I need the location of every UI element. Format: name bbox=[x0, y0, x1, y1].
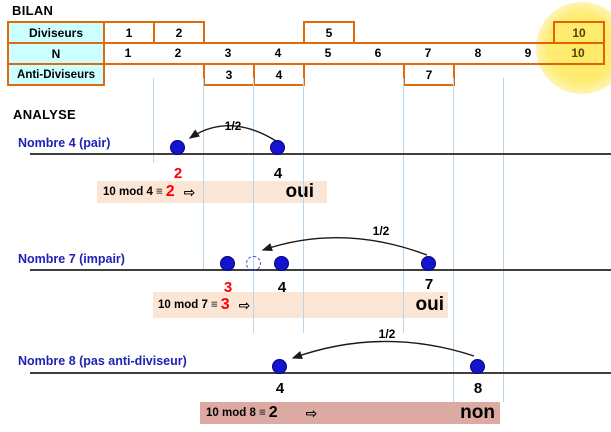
point-label: 2 bbox=[173, 165, 183, 182]
bilan-title: BILAN bbox=[12, 3, 54, 18]
point-label: 4 bbox=[273, 165, 283, 182]
number-line bbox=[30, 153, 611, 155]
n-cell: 6 bbox=[374, 46, 382, 60]
analyse-row-label: Nombre 4 (pair) bbox=[18, 136, 111, 150]
guide-line bbox=[203, 78, 204, 271]
bilan-row-label-anti-diviseurs: Anti-Diviseurs bbox=[7, 63, 105, 86]
analyse-title: ANALYSE bbox=[13, 107, 77, 122]
divisor-cell: 2 bbox=[153, 21, 205, 44]
formula-result: 2 bbox=[268, 404, 278, 421]
n-cell: 5 bbox=[324, 46, 332, 60]
arc-label: 1/2 bbox=[224, 119, 242, 133]
half-position-dashed-circle bbox=[246, 256, 261, 271]
divisor-cell: 1 bbox=[103, 21, 155, 44]
half-arc bbox=[291, 340, 475, 359]
bilan-row-label-diviseurs: Diviseurs bbox=[7, 21, 105, 44]
n-cell: 1 bbox=[124, 46, 132, 60]
formula-text: 10 mod 8 ≡ bbox=[206, 407, 266, 419]
anti-divisor-cell: 7 bbox=[403, 63, 455, 86]
divisor-cell-highlighted: 10 bbox=[553, 21, 605, 44]
formula-result: 3 bbox=[220, 296, 230, 313]
divisor-cell: 5 bbox=[303, 21, 355, 44]
point-label: 4 bbox=[275, 380, 285, 397]
guide-line bbox=[153, 78, 154, 163]
guide-line bbox=[453, 78, 454, 402]
number-dot bbox=[220, 256, 235, 271]
right-arrow-icon: ⇨ bbox=[305, 404, 318, 421]
verdict-label: oui bbox=[415, 294, 445, 315]
formula-text: 10 mod 7 ≡ bbox=[158, 299, 218, 311]
right-arrow-icon: ⇨ bbox=[183, 183, 196, 200]
number-dot bbox=[272, 359, 287, 374]
anti-divisor-cell: 4 bbox=[253, 63, 305, 86]
arc-label: 1/2 bbox=[378, 327, 396, 341]
n-cell: 2 bbox=[174, 46, 182, 60]
point-label: 3 bbox=[223, 279, 233, 296]
number-dot bbox=[470, 359, 485, 374]
n-cell: 3 bbox=[224, 46, 232, 60]
n-cell-highlighted: 10 bbox=[571, 46, 585, 60]
anti-divisor-cell: 3 bbox=[203, 63, 255, 86]
n-cell: 7 bbox=[424, 46, 432, 60]
number-dot bbox=[170, 140, 185, 155]
number-dot bbox=[274, 256, 289, 271]
formula-strip: 10 mod 4 ≡ 2 ⇨ oui bbox=[97, 181, 327, 203]
point-label: 8 bbox=[473, 380, 483, 397]
formula-strip: 10 mod 7 ≡ 3 ⇨ oui bbox=[153, 292, 448, 318]
number-line bbox=[30, 269, 611, 271]
number-line bbox=[30, 372, 611, 374]
number-dot bbox=[270, 140, 285, 155]
bilan-row-label-n: N bbox=[7, 42, 105, 65]
guide-line bbox=[503, 78, 504, 402]
analyse-row-label: Nombre 8 (pas anti-diviseur) bbox=[18, 354, 187, 368]
guide-line bbox=[403, 78, 404, 333]
guide-line bbox=[253, 78, 254, 333]
n-cell: 8 bbox=[474, 46, 482, 60]
point-label: 7 bbox=[424, 276, 434, 293]
verdict-label: oui bbox=[285, 181, 315, 202]
right-arrow-icon: ⇨ bbox=[238, 296, 251, 313]
n-cell: 9 bbox=[524, 46, 532, 60]
guide-line bbox=[303, 78, 304, 333]
point-label: 4 bbox=[277, 279, 287, 296]
analyse-row-label: Nombre 7 (impair) bbox=[18, 252, 125, 266]
formula-text: 10 mod 4 ≡ bbox=[103, 186, 163, 198]
n-cell: 4 bbox=[274, 46, 282, 60]
formula-strip: 10 mod 8 ≡ 2 ⇨ non bbox=[200, 402, 500, 424]
number-dot bbox=[421, 256, 436, 271]
arc-label: 1/2 bbox=[372, 224, 390, 238]
verdict-label: non bbox=[460, 402, 495, 423]
formula-result: 2 bbox=[165, 183, 175, 200]
